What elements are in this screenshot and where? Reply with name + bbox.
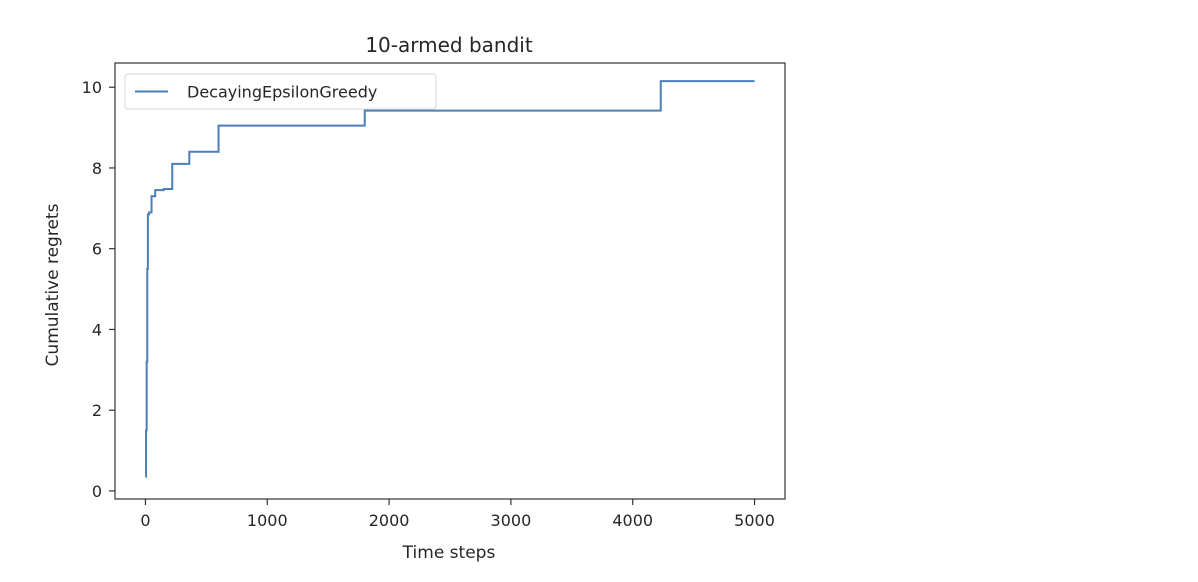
y-tick-label: 0 bbox=[92, 482, 102, 501]
x-tick-label: 2000 bbox=[369, 511, 410, 530]
y-tick-label: 2 bbox=[92, 401, 102, 420]
series-line-0 bbox=[145, 80, 755, 478]
x-tick-label: 5000 bbox=[734, 511, 775, 530]
x-tick-label: 1000 bbox=[247, 511, 288, 530]
x-tick-label: 0 bbox=[140, 511, 150, 530]
series-layer bbox=[145, 80, 755, 478]
y-axis-label: Cumulative regrets bbox=[43, 203, 63, 366]
chart-title: 10-armed bandit bbox=[365, 33, 533, 57]
legend: DecayingEpsilonGreedy bbox=[124, 73, 437, 110]
legend-box bbox=[124, 73, 437, 110]
legend-label: DecayingEpsilonGreedy bbox=[187, 83, 377, 102]
y-tick-label: 6 bbox=[92, 240, 102, 259]
axes-frame bbox=[114, 62, 786, 500]
y-axis-ticks: 0 2 4 6 8 10 bbox=[82, 78, 115, 501]
y-tick-label: 4 bbox=[92, 320, 102, 339]
x-axis-label: Time steps bbox=[402, 543, 496, 563]
x-tick-label: 3000 bbox=[491, 511, 532, 530]
y-tick-label: 10 bbox=[82, 78, 102, 97]
plot-area bbox=[114, 62, 786, 500]
y-tick-label: 8 bbox=[92, 159, 102, 178]
x-axis-ticks: 0 1000 2000 3000 4000 5000 bbox=[140, 499, 775, 530]
x-tick-label: 4000 bbox=[612, 511, 653, 530]
